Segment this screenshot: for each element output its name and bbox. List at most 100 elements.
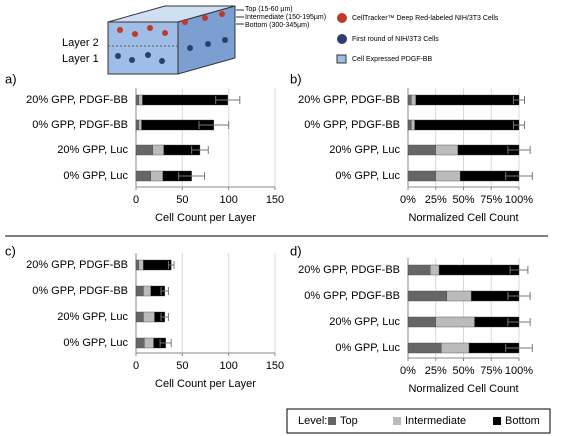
category-label: 20% GPP, Luc [57,144,128,156]
error-bar [505,344,533,352]
x-tick-label: 50% [452,194,474,206]
cells [115,37,228,64]
bar-segment [407,290,448,302]
x-tick-label: 100% [505,194,533,206]
layer-label: Layer 2 [62,37,99,49]
key-label: CellTracker™ Deep Red-labeled NIH/3T3 Ce… [352,15,499,22]
bar-segment [411,119,415,131]
error-bar [507,292,531,300]
error-bar [507,318,531,326]
legend-swatch [493,417,501,425]
bar-segment [144,337,154,349]
bar-segment [441,342,470,354]
key-label: Cell Expressed PDGF-BB [352,56,432,63]
bar-segment [138,259,144,271]
category-label: 0% GPP, PDGF-BB [32,285,128,297]
x-tick-label: 25% [425,194,447,206]
bar-segment [135,259,139,271]
legend-swatch [328,417,336,425]
error-bar [215,96,241,104]
x-tick-label: 25% [425,365,447,377]
x-tick-label: 0% [400,194,416,206]
x-tick-label: 0 [133,194,139,206]
cube-diagram: Top (15-60 µm) Intermediate (150-195µm) … [62,5,499,75]
legend-title: Level: [298,415,327,427]
cube-side [177,5,236,75]
bar-segment [446,290,472,302]
bar-segment [411,94,416,106]
key-icon [337,34,347,44]
legend-label: Top [340,415,358,427]
panel-label: c) [5,243,16,258]
error-bar [159,339,172,347]
cells [117,11,225,37]
panel-label: b) [290,71,302,86]
x-axis-label: Normalized Cell Count [408,212,518,224]
category-label: 0% GPP, PDGF-BB [304,119,400,131]
bar-segment [138,119,142,131]
bar-segment [430,264,440,276]
error-bar [160,313,169,321]
bar-segment [407,264,431,276]
x-tick-label: 100 [219,360,237,372]
bar-segment [135,285,144,297]
bar-segment [438,264,520,276]
error-bar [512,121,526,129]
bar-segment [407,144,436,156]
x-tick-label: 0% [400,365,416,377]
bar-segment [407,119,412,131]
error-bar [507,146,531,154]
error-bar [505,172,533,180]
category-label: 20% GPP, PDGF-BB [298,94,400,106]
category-label: 20% GPP, Luc [329,316,400,328]
bar-segment [135,119,139,131]
bar-segment [407,342,442,354]
error-bar [198,121,230,129]
x-tick-label: 50 [176,194,188,206]
category-label: 0% GPP, Luc [63,170,128,182]
category-label: 20% GPP, PDGF-BB [26,94,128,106]
x-tick-label: 75% [480,365,502,377]
depth-label: Top (15-60 µm) [245,6,293,13]
error-bar [160,287,169,295]
bar-segment [143,285,152,297]
bar-segment [435,170,461,182]
category-label: 20% GPP, Luc [57,311,128,323]
x-axis-label: Normalized Cell Count [408,383,518,395]
category-label: 0% GPP, Luc [335,170,400,182]
bar-segment [135,170,152,182]
bar-segment [135,144,153,156]
legend-swatch [393,417,401,425]
category-label: 20% GPP, PDGF-BB [26,259,128,271]
x-axis-label: Cell Count per Layer [155,212,256,224]
bar-segment [415,94,520,106]
category-label: 0% GPP, PDGF-BB [304,290,400,302]
category-label: 20% GPP, Luc [329,144,400,156]
depth-label: Bottom (300-345µm) [245,22,309,29]
bar-segment [138,94,143,106]
category-label: 0% GPP, PDGF-BB [32,119,128,131]
bar-segment [407,316,436,328]
x-axis-label: Cell Count per Layer [155,378,256,390]
bar-segment [435,316,475,328]
legend-box [286,408,551,434]
error-bar [167,261,175,269]
depth-label: Intermediate (150-195µm) [245,14,326,21]
bar-segment [135,311,144,323]
error-bar [178,172,206,180]
bar-segment [135,337,145,349]
bar-segment [142,94,228,106]
panel-label: d) [290,243,302,258]
error-bar [512,96,526,104]
x-tick-label: 150 [266,194,284,206]
error-bar [191,146,209,154]
x-tick-label: 100 [219,194,237,206]
bar-segment [135,94,139,106]
x-tick-label: 50% [452,365,474,377]
x-tick-label: 0 [133,360,139,372]
bar-segment [143,311,155,323]
category-label: 0% GPP, Luc [335,342,400,354]
bar-segment [143,259,172,271]
x-tick-label: 100% [505,365,533,377]
key-label: First round of NIH/3T3 Cells [352,36,439,43]
